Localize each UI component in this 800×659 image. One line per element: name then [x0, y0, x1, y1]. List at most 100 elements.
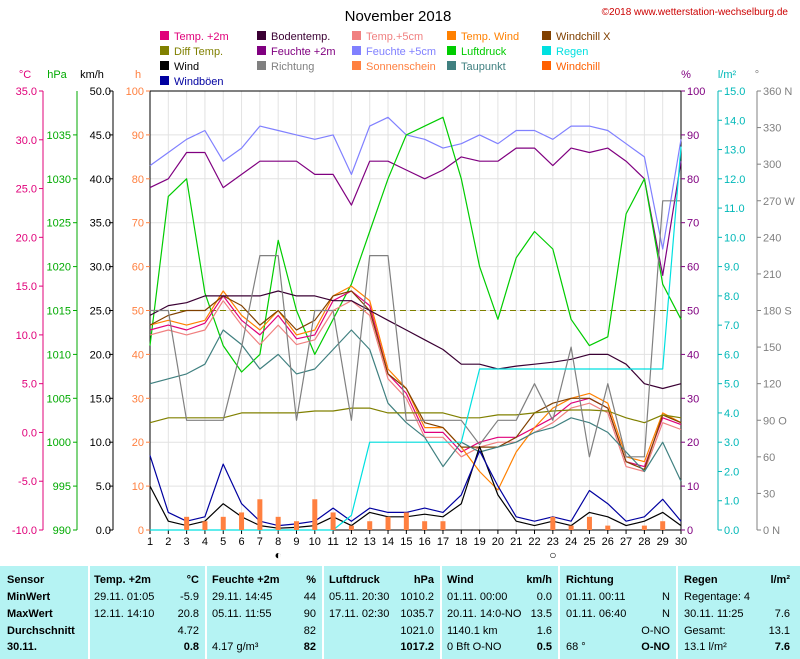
legend-label: Feuchte +5cm: [366, 46, 436, 58]
dir-tick-label: 150: [763, 342, 781, 354]
temp-tick-label: 15.0: [16, 281, 37, 293]
sunshine-bar: [239, 512, 245, 530]
sunshine-bar: [293, 521, 299, 530]
x-tick-label: 8: [275, 536, 281, 548]
row-label-day: 30.11.: [7, 641, 37, 653]
temp-tick-label: 30.0: [16, 135, 37, 147]
legend-label: Regen: [556, 46, 588, 58]
temp-tick-label: -5.0: [18, 476, 37, 488]
legend-label: Taupunkt: [461, 61, 506, 73]
legend-swatch: [352, 31, 361, 40]
x-tick-label: 16: [419, 536, 431, 548]
x-tick-label: 27: [620, 536, 632, 548]
x-tick-label: 1: [147, 536, 153, 548]
dir-tick-label: 60: [763, 452, 775, 464]
sunshine-bar: [330, 512, 336, 530]
dir-tick-label: 360 N: [763, 86, 792, 98]
rain-tick-label: 0.0: [724, 525, 739, 537]
pct-tick-label: 60: [687, 262, 699, 274]
series-feuchte-2m: [149, 147, 682, 276]
kmh-tick-label: 15.0: [90, 393, 111, 405]
series-temp-5cm: [149, 300, 682, 473]
stats-col-wind: Wind km/h 01.11. 00:00 0.0 20.11. 14:0-NO 1…: [442, 566, 558, 659]
rain-tick-label: 1.0: [724, 496, 739, 508]
x-tick-label: 15: [400, 536, 412, 548]
legend-label: Wind: [174, 61, 199, 73]
hpa-tick-label: 1035: [47, 130, 71, 142]
hpa-tick-label: 1000: [47, 437, 71, 449]
max-time: 30.11. 11:25: [684, 608, 744, 620]
sunshine-bar: [348, 525, 354, 530]
sun-tick-label: 10: [132, 481, 144, 493]
x-tick-label: 13: [364, 536, 376, 548]
legend-label: Richtung: [271, 61, 314, 73]
series-temp-2m: [149, 290, 682, 468]
x-tick-label: 14: [382, 536, 394, 548]
x-tick-label: 9: [293, 536, 299, 548]
sun-tick-label: 70: [132, 218, 144, 230]
x-tick-label: 7: [257, 536, 263, 548]
dir-tick-label: 90 O: [763, 415, 787, 427]
legend-swatch: [447, 46, 456, 55]
moon-phase-marker: ◐: [275, 548, 282, 562]
copyright-link[interactable]: ©2018 www.wetterstation-wechselburg.de: [602, 7, 789, 18]
min-time: 01.11. 00:11: [566, 591, 626, 603]
rain-unit: l/m²: [718, 69, 737, 81]
legend-swatch: [542, 46, 551, 55]
series-bodentemp: [149, 290, 682, 390]
kmh-tick-label: 45.0: [90, 130, 111, 142]
max-time: 20.11. 14:0-NO: [447, 608, 522, 620]
legend-swatch: [160, 76, 169, 85]
pct-tick-label: 100: [687, 86, 705, 98]
x-tick-label: 24: [565, 536, 577, 548]
kmh-tick-label: 30.0: [90, 262, 111, 274]
col-title: Richtung: [566, 574, 614, 586]
sunshine-bar: [422, 521, 428, 530]
pct-tick-label: 30: [687, 393, 699, 405]
max-time: 01.11. 06:40: [566, 608, 627, 620]
x-tick-label: 5: [220, 536, 226, 548]
x-tick-label: 26: [602, 536, 614, 548]
pct-tick-label: 20: [687, 437, 699, 449]
min-value: 0.0: [536, 591, 552, 603]
temp-tick-label: 25.0: [16, 184, 37, 196]
x-tick-label: 17: [437, 536, 449, 548]
pct-tick-label: 90: [687, 130, 699, 142]
rain-total-label: Gesamt:: [684, 625, 726, 637]
hpa-tick-label: 1030: [47, 174, 71, 186]
hpa-tick-label: 990: [53, 525, 71, 537]
dir-tick-label: 240: [763, 232, 781, 244]
x-tick-label: 6: [238, 536, 244, 548]
legend-swatch: [257, 61, 266, 70]
min-value: N: [662, 591, 670, 603]
legend-swatch: [542, 31, 551, 40]
col-title: Temp. +2m: [94, 574, 151, 586]
day-value: 7.6: [774, 641, 790, 653]
kmh-tick-label: 35.0: [90, 218, 111, 230]
sun-tick-label: 0: [138, 525, 144, 537]
hpa-tick-label: 1020: [47, 262, 71, 274]
hpa-tick-label: 1025: [47, 218, 71, 230]
legend-label: Diff Temp.: [174, 46, 223, 58]
sunshine-bar: [605, 525, 611, 530]
dir-unit: °: [755, 69, 759, 81]
min-time: 29.11. 01:05: [94, 591, 155, 603]
legend-label: Temp. +2m: [174, 31, 229, 43]
abs-humidity: 4.17 g/m³: [212, 641, 259, 653]
pct-tick-label: 70: [687, 218, 699, 230]
sunshine-bar: [660, 521, 666, 530]
col-unit: km/h: [526, 574, 552, 586]
sunshine-bar: [586, 516, 592, 530]
rain-tick-label: 3.0: [724, 437, 739, 449]
sunshine-bar: [403, 512, 409, 530]
legend-swatch: [160, 31, 169, 40]
dir-tick-label: 30: [763, 488, 775, 500]
row-label-max: MaxWert: [7, 608, 53, 620]
sunshine-bar: [275, 516, 281, 530]
legend-label: Sonnenschein: [366, 61, 436, 73]
max-time: 17.11. 02:30: [329, 608, 390, 620]
hpa-tick-label: 1015: [47, 306, 71, 318]
col-unit: °C: [186, 574, 199, 586]
temp-tick-label: -10.0: [12, 525, 37, 537]
series-luftdruck: [149, 116, 682, 373]
